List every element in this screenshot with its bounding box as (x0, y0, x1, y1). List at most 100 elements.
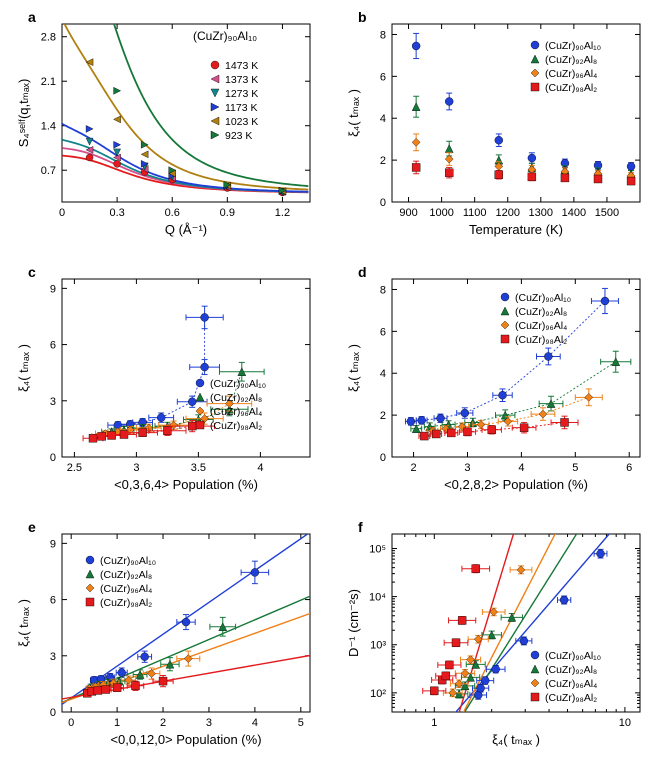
svg-text:4: 4 (380, 368, 386, 380)
svg-text:(CuZr)₉₀Al₁₀: (CuZr)₉₀Al₁₀ (210, 378, 266, 390)
svg-text:e: e (28, 520, 36, 535)
svg-text:6: 6 (380, 71, 386, 83)
svg-text:3.5: 3.5 (191, 462, 206, 474)
svg-text:c: c (28, 265, 36, 280)
svg-text:6: 6 (50, 340, 56, 352)
svg-text:(CuZr)₉₀Al₁₀: (CuZr)₉₀Al₁₀ (545, 650, 601, 662)
svg-text:<0,0,12,0> Population (%): <0,0,12,0> Population (%) (110, 732, 261, 747)
svg-text:10³: 10³ (370, 640, 386, 652)
svg-text:1173 K: 1173 K (225, 102, 258, 114)
svg-text:2.5: 2.5 (67, 462, 82, 474)
svg-text:3: 3 (50, 396, 56, 408)
chart-grid: 00.30.60.91.20.71.42.12.8Q (Å⁻¹)S₄ˢᵉˡᶠ(q… (10, 10, 650, 755)
svg-text:1: 1 (114, 717, 120, 729)
svg-text:ξ₄( tₘₐₓ ): ξ₄( tₘₐₓ ) (16, 344, 31, 392)
svg-text:b: b (358, 10, 367, 25)
svg-text:10⁴: 10⁴ (369, 592, 386, 604)
svg-text:<0,3,6,4> Population (%): <0,3,6,4> Population (%) (114, 477, 258, 492)
svg-text:923 K: 923 K (225, 130, 252, 142)
svg-text:2: 2 (380, 155, 386, 167)
svg-text:(CuZr)₉₆Al₄: (CuZr)₉₆Al₄ (100, 583, 152, 595)
svg-text:d: d (358, 265, 367, 280)
svg-text:(CuZr)₉₈Al₂: (CuZr)₉₈Al₂ (545, 82, 597, 94)
svg-text:ξ₄( tₘₐₓ ): ξ₄( tₘₐₓ ) (16, 599, 31, 647)
svg-text:2.1: 2.1 (41, 76, 56, 88)
svg-text:1500: 1500 (595, 207, 619, 219)
svg-text:ξ₄( tₘₐₓ ): ξ₄( tₘₐₓ ) (346, 89, 361, 137)
svg-text:(CuZr)₉₀Al₁₀: (CuZr)₉₀Al₁₀ (100, 555, 156, 567)
svg-text:8: 8 (380, 29, 386, 41)
svg-text:(CuZr)₉₂Al₈: (CuZr)₉₂Al₈ (545, 664, 597, 676)
svg-text:0.6: 0.6 (165, 207, 180, 219)
svg-text:0: 0 (68, 717, 74, 729)
panel-f: 11010²10³10⁴10⁵ξ₄( tₘₐₓ )D⁻¹ (cm⁻²s)f(Cu… (340, 520, 650, 755)
panel-b: 900 1000 1100 1200 1300 1400 1500 0 2 4 6 8 Temperat… (340, 10, 650, 245)
svg-text:0: 0 (380, 197, 386, 209)
svg-text:ξ₄( tₘₐₓ ): ξ₄( tₘₐₓ ) (492, 732, 540, 747)
svg-text:(CuZr)₉₈Al₂: (CuZr)₉₈Al₂ (515, 334, 567, 346)
svg-text:2.8: 2.8 (41, 32, 56, 44)
svg-text:1473 K: 1473 K (225, 60, 258, 72)
svg-text:S₄ˢᵉˡᶠ(q,tₘₐₓ): S₄ˢᵉˡᶠ(q,tₘₐₓ) (16, 79, 31, 148)
svg-text:3: 3 (50, 651, 56, 663)
svg-text:1: 1 (431, 717, 437, 729)
svg-text:(CuZr)₉₂Al₈: (CuZr)₉₂Al₈ (100, 569, 152, 581)
panel-e: 0 1 2 3 4 5 0 3 6 9 <0,0,12,0> Population (%) ξ₄( t… (10, 520, 320, 755)
svg-text:1.2: 1.2 (275, 207, 290, 219)
svg-text:1300: 1300 (529, 207, 553, 219)
svg-text:ξ₄( tₘₐₓ ): ξ₄( tₘₐₓ ) (346, 344, 361, 392)
svg-text:(CuZr)₉₂Al₈: (CuZr)₉₂Al₈ (515, 306, 567, 318)
svg-text:0: 0 (59, 207, 65, 219)
svg-text:6: 6 (626, 462, 632, 474)
svg-text:3: 3 (133, 462, 139, 474)
svg-text:(CuZr)₉₈Al₂: (CuZr)₉₈Al₂ (210, 420, 262, 432)
svg-text:6: 6 (380, 326, 386, 338)
svg-text:900: 900 (399, 207, 417, 219)
svg-text:4: 4 (380, 113, 386, 125)
svg-text:D⁻¹ (cm⁻²s): D⁻¹ (cm⁻²s) (346, 589, 361, 657)
svg-text:5: 5 (572, 462, 578, 474)
svg-text:5: 5 (298, 717, 304, 729)
svg-text:2: 2 (380, 410, 386, 422)
svg-text:1100: 1100 (463, 207, 487, 219)
svg-text:3: 3 (206, 717, 212, 729)
svg-text:(CuZr)₉₆Al₄: (CuZr)₉₆Al₄ (210, 406, 262, 418)
svg-text:(CuZr)₉₈Al₂: (CuZr)₉₈Al₂ (545, 692, 597, 704)
svg-text:10²: 10² (370, 688, 386, 700)
svg-text:1023 K: 1023 K (225, 116, 258, 128)
svg-text:4: 4 (518, 462, 524, 474)
panel-d: 2345602468<0,2,8,2> Population (%)ξ₄( tₘ… (340, 265, 650, 500)
svg-text:1400: 1400 (562, 207, 586, 219)
svg-text:8: 8 (380, 284, 386, 296)
svg-text:Temperature (K): Temperature (K) (469, 222, 563, 237)
svg-text:10: 10 (619, 717, 631, 729)
svg-text:<0,2,8,2> Population (%): <0,2,8,2> Population (%) (444, 477, 588, 492)
svg-text:2: 2 (411, 462, 417, 474)
svg-text:1000: 1000 (429, 207, 453, 219)
svg-text:(CuZr)₉₆Al₄: (CuZr)₉₆Al₄ (545, 68, 597, 80)
svg-text:1.4: 1.4 (41, 121, 56, 133)
svg-text:9: 9 (50, 283, 56, 295)
svg-text:3: 3 (464, 462, 470, 474)
svg-text:4: 4 (252, 717, 258, 729)
svg-text:(CuZr)₉₂Al₈: (CuZr)₉₂Al₈ (210, 392, 262, 404)
svg-text:(CuZr)₉₀Al₁₀: (CuZr)₉₀Al₁₀ (193, 29, 257, 43)
svg-text:(CuZr)₉₀Al₁₀: (CuZr)₉₀Al₁₀ (545, 40, 601, 52)
svg-text:6: 6 (50, 595, 56, 607)
svg-text:4: 4 (257, 462, 263, 474)
svg-text:1373 K: 1373 K (225, 74, 258, 86)
svg-text:Q (Å⁻¹): Q (Å⁻¹) (165, 222, 207, 237)
svg-text:0: 0 (50, 452, 56, 464)
panel-c: 2.5 3 3.5 4 0 3 6 9 <0,3,6,4> Population (%) ξ₄( … (10, 265, 320, 500)
svg-text:1200: 1200 (495, 207, 519, 219)
svg-text:(CuZr)₉₆Al₄: (CuZr)₉₆Al₄ (515, 320, 567, 332)
svg-text:2: 2 (160, 717, 166, 729)
panel-a: 00.30.60.91.20.71.42.12.8Q (Å⁻¹)S₄ˢᵉˡᶠ(q… (10, 10, 320, 245)
svg-text:0: 0 (50, 707, 56, 719)
svg-text:a: a (28, 10, 36, 25)
svg-text:(CuZr)₉₈Al₂: (CuZr)₉₈Al₂ (100, 597, 152, 609)
svg-text:0.9: 0.9 (220, 207, 235, 219)
svg-text:9: 9 (50, 538, 56, 550)
svg-text:(CuZr)₉₆Al₄: (CuZr)₉₆Al₄ (545, 678, 597, 690)
svg-text:0.3: 0.3 (109, 207, 124, 219)
